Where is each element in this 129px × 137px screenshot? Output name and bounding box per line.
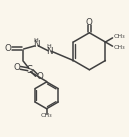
Text: H: H (47, 44, 52, 49)
Text: H: H (34, 38, 38, 43)
Text: CH₃: CH₃ (41, 113, 53, 119)
Text: O: O (86, 18, 93, 27)
Text: N: N (47, 47, 53, 56)
Text: CH₃: CH₃ (113, 35, 125, 39)
Text: CH₃: CH₃ (113, 45, 125, 50)
Text: S: S (27, 65, 33, 75)
Text: O: O (37, 72, 44, 81)
Text: O: O (13, 63, 20, 72)
Text: O: O (5, 44, 12, 53)
Text: N: N (33, 40, 40, 49)
